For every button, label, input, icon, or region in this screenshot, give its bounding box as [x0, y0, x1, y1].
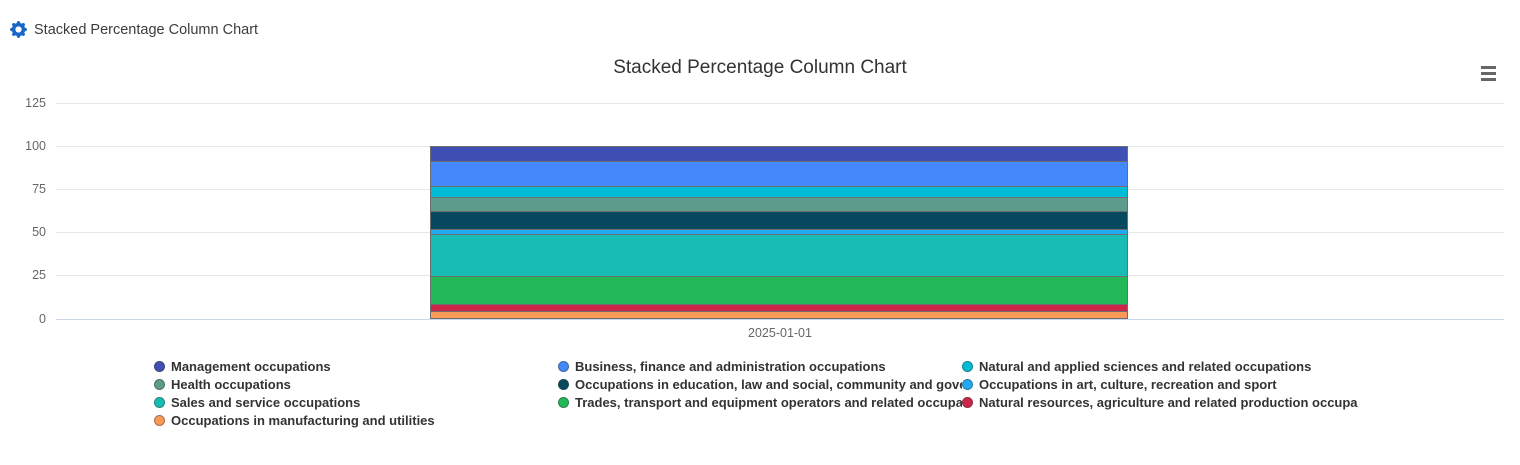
legend-marker-icon [558, 378, 569, 390]
y-axis-label: 50 [32, 225, 46, 240]
column-segment[interactable] [430, 146, 1128, 163]
legend-item[interactable]: Business, finance and administration occ… [558, 357, 962, 375]
legend-item-label: Occupations in art, culture, recreation … [979, 376, 1277, 392]
column-segment[interactable] [430, 196, 1128, 212]
y-axis-label: 125 [25, 96, 46, 110]
legend-marker-icon [154, 396, 165, 408]
column-segment[interactable] [430, 161, 1128, 188]
gear-icon[interactable] [10, 21, 27, 38]
legend-marker-icon [962, 396, 973, 408]
legend-item-label: Occupations in education, law and social… [575, 376, 962, 392]
legend-item[interactable]: Occupations in manufacturing and utiliti… [154, 411, 558, 429]
column-segment[interactable] [430, 234, 1128, 277]
legend-marker-icon [558, 360, 569, 372]
column-segment[interactable] [430, 210, 1128, 231]
column-segment[interactable] [430, 310, 1128, 320]
legend-item[interactable]: Trades, transport and equipment operator… [558, 393, 962, 411]
legend-marker-icon [154, 378, 165, 390]
y-axis-label: 100 [25, 139, 46, 154]
legend-item-label: Management occupations [171, 358, 331, 374]
legend-marker-icon [558, 396, 569, 408]
legend-marker-icon [962, 378, 973, 390]
legend-item[interactable]: Natural resources, agriculture and relat… [962, 393, 1366, 411]
legend-item-label: Sales and service occupations [171, 394, 361, 410]
y-axis-label: 25 [32, 268, 46, 283]
legend-item[interactable]: Natural and applied sciences and related… [962, 357, 1366, 375]
legend-item-label: Business, finance and administration occ… [575, 358, 886, 374]
column-segment[interactable] [430, 275, 1128, 305]
page-header: Stacked Percentage Column Chart [10, 21, 258, 38]
legend-item-label: Natural resources, agriculture and relat… [979, 394, 1358, 410]
y-axis-label: 0 [39, 311, 46, 326]
page-title: Stacked Percentage Column Chart [34, 21, 259, 38]
legend-item[interactable]: Occupations in art, culture, recreation … [962, 375, 1366, 393]
legend-item[interactable]: Sales and service occupations [154, 393, 558, 411]
chart-context-menu-button[interactable] [1476, 62, 1500, 84]
legend-item[interactable]: Health occupations [154, 375, 558, 393]
legend-marker-icon [154, 360, 165, 372]
legend-marker-icon [962, 360, 973, 372]
chart-title: Stacked Percentage Column Chart [613, 57, 907, 78]
y-axis-label: 75 [32, 182, 46, 197]
legend-item[interactable]: Occupations in education, law and social… [558, 375, 962, 393]
legend-item-label: Occupations in manufacturing and utiliti… [171, 412, 435, 428]
legend: Management occupations Business, finance … [154, 357, 1366, 429]
gridline [56, 103, 1504, 104]
legend-item[interactable]: Management occupations [154, 357, 558, 375]
legend-item-label: Trades, transport and equipment operator… [575, 394, 962, 410]
legend-marker-icon [154, 414, 165, 426]
x-axis-label: 2025-01-01 [748, 325, 812, 340]
legend-item-label: Health occupations [171, 376, 291, 392]
legend-item-label: Natural and applied sciences and related… [979, 358, 1312, 374]
